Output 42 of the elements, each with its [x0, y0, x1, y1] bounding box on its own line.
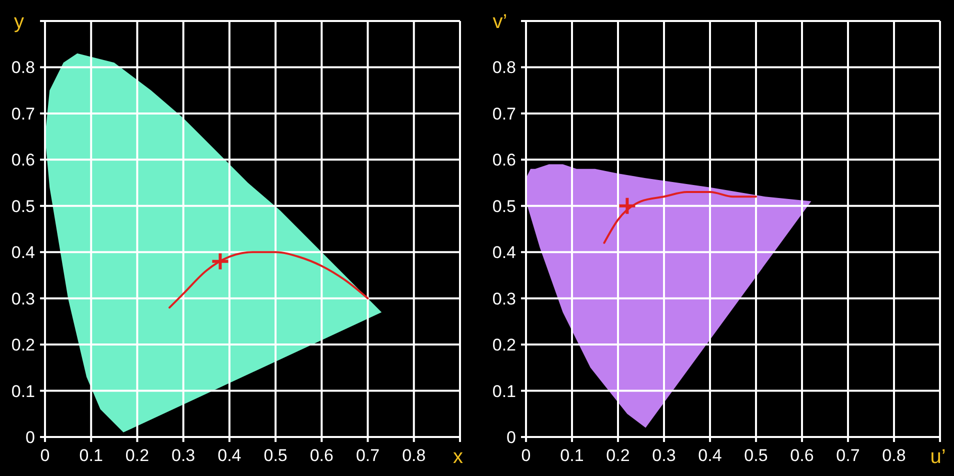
- x-tick-label: 0.3: [652, 446, 676, 465]
- x-tick-label: 0.4: [698, 446, 722, 465]
- y-tick-label: 0.2: [11, 336, 35, 355]
- y-tick-label: 0.3: [11, 289, 35, 308]
- y-axis-title: v’: [492, 11, 508, 33]
- line-series: [603, 191, 757, 244]
- y-tick-label: 0: [26, 428, 35, 447]
- y-tick-label: 0.6: [11, 150, 35, 170]
- x-tick-label: 0.7: [836, 446, 860, 465]
- x-tick-label: 0.3: [172, 446, 196, 465]
- x-tick-label: 0: [521, 446, 531, 465]
- y-tick-label: 0.4: [11, 243, 35, 262]
- x-tick-label: 0.8: [402, 446, 426, 465]
- line-series: [168, 251, 369, 309]
- x-tick-label: 0.5: [744, 446, 768, 465]
- y-tick-label: 0.1: [492, 382, 516, 401]
- y-tick-label: 0.3: [492, 289, 516, 308]
- x-tick-label: 0.1: [79, 446, 103, 465]
- y-tick-label: 0.7: [11, 104, 35, 124]
- y-tick-label: 0.5: [492, 196, 516, 216]
- y-tick-label: 0.6: [492, 150, 516, 170]
- x-tick-label: 0: [40, 446, 50, 465]
- x-tick-label: 0.5: [264, 446, 288, 465]
- y-tick-label: 0.8: [492, 58, 516, 78]
- x-tick-label: 0.7: [356, 446, 380, 465]
- x-axis-title: u’: [930, 446, 946, 468]
- y-tick-label: 0.2: [492, 336, 516, 355]
- y-axis-title: y: [14, 11, 24, 33]
- x-axis-title: x: [453, 446, 463, 468]
- y-tick-label: 0.5: [11, 196, 35, 216]
- y-tick-label: 0: [506, 428, 516, 447]
- y-tick-label: 0.1: [11, 382, 35, 401]
- y-tick-label: 0.4: [492, 243, 516, 262]
- x-tick-label: 0.6: [310, 446, 334, 465]
- x-tick-label: 0.2: [606, 446, 630, 465]
- x-tick-label: 0.6: [790, 446, 814, 465]
- y-tick-label: 0.8: [11, 58, 35, 78]
- x-tick-label: 0.2: [125, 446, 150, 465]
- x-tick-label: 0.4: [218, 446, 242, 465]
- y-tick-label: 0.7: [492, 104, 516, 124]
- x-tick-label: 0.8: [882, 446, 906, 465]
- x-tick-label: 0.1: [560, 446, 584, 465]
